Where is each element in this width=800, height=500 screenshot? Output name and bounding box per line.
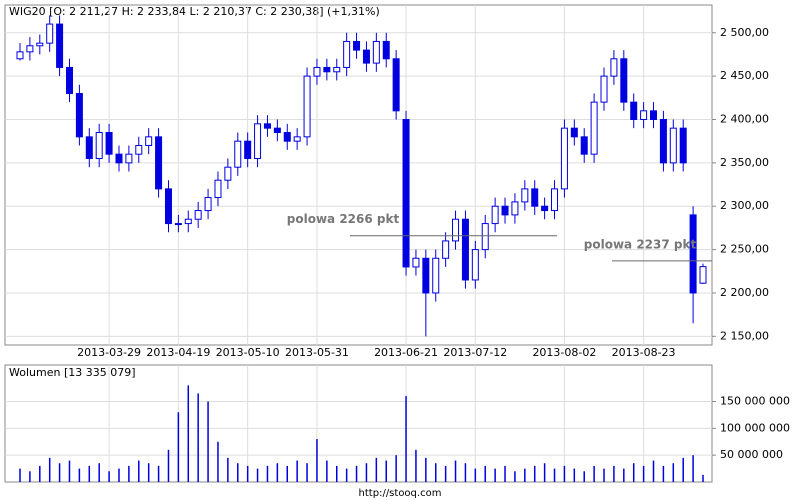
candle-body (194, 210, 202, 220)
candle-body (392, 58, 400, 112)
candle-body (353, 40, 361, 51)
candle-body (471, 249, 479, 281)
y-tick-label: 150 000 000 (720, 394, 790, 407)
candle-body (313, 66, 321, 77)
x-tick-label: 2013-04-19 (146, 346, 210, 359)
y-tick-label: 2 150,00 (720, 329, 769, 342)
candle-body (263, 123, 271, 129)
candle-body (511, 201, 519, 216)
y-tick-label: 2 300,00 (720, 199, 769, 212)
chart-title: WIG20 [O: 2 211,27 H: 2 233,84 L: 2 210,… (9, 5, 380, 18)
candle-body (16, 51, 24, 60)
candle-body (560, 127, 568, 190)
y-tick-label: 2 250,00 (720, 243, 769, 256)
candle-body (174, 223, 182, 226)
annotation: polowa 2266 pkt (287, 212, 400, 226)
volume-panel (4, 364, 713, 483)
candle-body (244, 140, 252, 160)
candle-body (382, 40, 390, 60)
candle-body (521, 188, 529, 203)
candle-body (570, 127, 578, 138)
candle-body (46, 23, 54, 44)
candle-body (75, 92, 83, 138)
candle-body (135, 145, 143, 155)
candle-body (333, 66, 341, 73)
candle-body (630, 101, 638, 120)
candle-body (95, 132, 103, 160)
candle-body (234, 140, 242, 168)
candle-body (442, 240, 450, 259)
candle-body (224, 166, 232, 181)
x-tick-label: 2013-06-21 (374, 346, 438, 359)
price-panel (4, 4, 713, 346)
candle-body (551, 188, 559, 212)
candle-body (283, 132, 291, 142)
candle-body (145, 136, 153, 147)
candle-body (461, 218, 469, 281)
candle-body (541, 205, 549, 212)
y-tick-label: 2 200,00 (720, 286, 769, 299)
candle-body (293, 136, 301, 142)
x-tick-label: 2013-05-10 (216, 346, 280, 359)
candle-body (105, 132, 113, 155)
candle-body (669, 127, 677, 164)
candle-body (155, 136, 163, 190)
candle-body (36, 42, 44, 47)
candle-body (303, 75, 311, 138)
candle-body (422, 257, 430, 294)
candle-body (323, 66, 331, 73)
candle-body (620, 58, 628, 103)
candle-body (184, 218, 192, 225)
candle-body (372, 40, 380, 64)
candle-body (689, 214, 697, 294)
candle-body (254, 123, 262, 160)
x-tick-label: 2013-03-29 (77, 346, 141, 359)
candle-body (204, 197, 212, 212)
candle-body (650, 110, 658, 120)
y-tick-label: 2 500,00 (720, 26, 769, 39)
candle-body (362, 49, 370, 64)
candle-body (501, 205, 509, 216)
candle-body (214, 179, 222, 199)
candle-body (26, 45, 34, 53)
candle-body (452, 218, 460, 242)
candle-body (412, 257, 420, 268)
candle-body (590, 101, 598, 155)
x-tick-label: 2013-07-12 (443, 346, 507, 359)
candle-body (56, 23, 64, 68)
y-tick-label: 100 000 000 (720, 421, 790, 434)
candle-body (659, 118, 667, 164)
footer: http://stooq.com (359, 488, 442, 499)
x-tick-label: 2013-05-31 (285, 346, 349, 359)
volume-title: Wolumen [13 335 079] (9, 366, 136, 379)
candle-body (125, 153, 133, 164)
candle-body (580, 136, 588, 155)
candle-body (343, 40, 351, 68)
candle-body (273, 127, 281, 134)
y-tick-label: 50 000 000 (720, 448, 783, 461)
candle-body (531, 188, 539, 207)
y-tick-label: 2 350,00 (720, 156, 769, 169)
candle-body (640, 110, 648, 120)
x-tick-label: 2013-08-02 (532, 346, 596, 359)
candle-body (164, 188, 172, 225)
candle-body (115, 153, 123, 164)
candle-body (491, 205, 499, 225)
y-tick-label: 2 400,00 (720, 112, 769, 125)
candle-body (610, 58, 618, 77)
candle-body (402, 118, 410, 268)
y-tick-label: 2 450,00 (720, 69, 769, 82)
candle-body (699, 266, 707, 284)
candle-body (65, 66, 73, 94)
x-tick-label: 2013-08-23 (612, 346, 676, 359)
candle-body (481, 223, 489, 251)
candle-body (679, 127, 687, 164)
candle-body (85, 136, 93, 160)
annotation: polowa 2237 pkt (584, 237, 697, 251)
candle-body (432, 257, 440, 294)
candle-body (600, 75, 608, 103)
